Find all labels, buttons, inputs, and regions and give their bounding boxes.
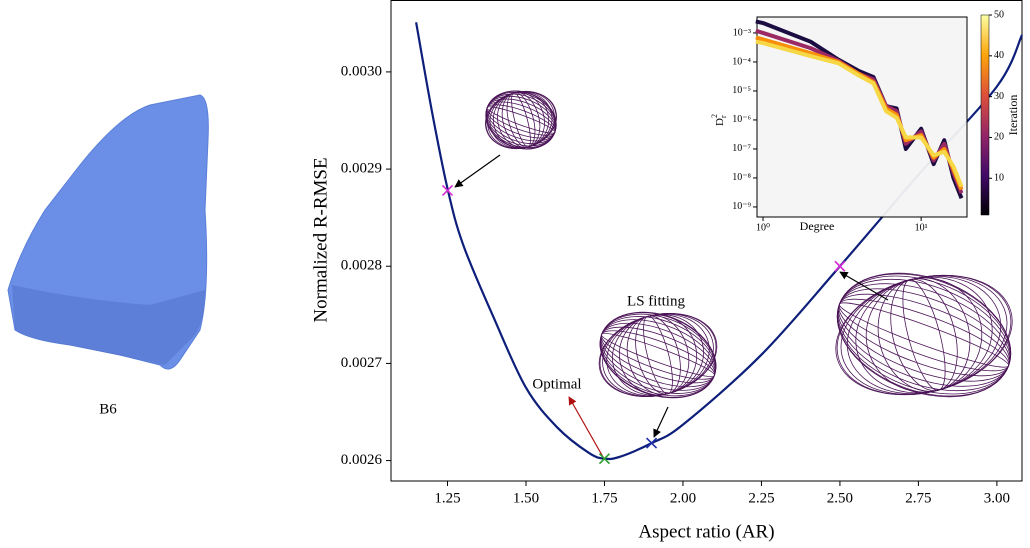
colorbar-tick-label: 40	[994, 50, 1004, 61]
y-tick-label: 10⁻⁴	[732, 56, 751, 67]
marker	[441, 184, 454, 197]
wire	[902, 279, 946, 391]
line	[415, 22, 1024, 461]
wire	[601, 333, 715, 377]
marker	[598, 453, 611, 465]
arrow	[454, 154, 501, 188]
x-tick-label: 1.25	[434, 490, 460, 506]
y-tick-label: 0.0029	[341, 161, 382, 177]
y-tick-label: 0.0026	[341, 452, 383, 468]
colorbar-label: Iteration	[1006, 95, 1020, 136]
inset-line	[755, 39, 964, 188]
x-tick-label: 2.50	[827, 490, 853, 506]
y-label-sup: 2	[710, 114, 719, 118]
x-axis-label: Degree	[800, 219, 835, 233]
wire	[486, 106, 556, 134]
x-tick-label: 10⁰	[756, 222, 770, 233]
inset-line	[755, 28, 964, 194]
ellipsoids	[485, 90, 1013, 399]
y-tick-label: 10⁻⁹	[732, 201, 751, 212]
panel-label: B6	[99, 401, 117, 417]
y-label-sub: r	[719, 115, 728, 118]
y-axis-label: D2r	[710, 114, 728, 126]
colorbar-tick-label: 10	[994, 173, 1004, 184]
y-axis-label: Normalized R-RMSE	[310, 157, 331, 322]
y-tick-label: 10⁻⁷	[732, 143, 751, 154]
x-tick-label: 2.75	[905, 490, 931, 506]
y-tick-label: 0.0030	[341, 63, 382, 79]
annotation: LS fitting	[627, 293, 685, 309]
x-axis-label: Aspect ratio (AR)	[638, 521, 774, 542]
y-tick-label: 0.0028	[341, 258, 382, 274]
y-label-base: D	[714, 118, 726, 126]
x-tick-label: 10¹	[915, 222, 928, 233]
x-tick-label: 1.75	[591, 490, 617, 506]
colorbar-tick-label: 50	[994, 9, 1004, 20]
marker	[645, 437, 658, 449]
y-tick-label: 10⁻⁵	[732, 85, 751, 96]
particle-shade	[12, 285, 205, 365]
arrow	[653, 406, 669, 438]
colorbar-tick-label: 20	[994, 132, 1004, 143]
x-tick-label: 2.00	[670, 490, 696, 506]
y-tick-label: 10⁻⁸	[732, 172, 751, 183]
x-tick-label: 3.00	[984, 490, 1010, 506]
wire	[838, 302, 1010, 368]
y-tick-label: 10⁻³	[733, 27, 751, 38]
x-tick-label: 2.25	[748, 490, 774, 506]
wire	[511, 92, 531, 148]
annotation: Optimal	[532, 376, 581, 392]
arrow	[839, 271, 889, 301]
x-tick-label: 1.50	[513, 490, 539, 506]
marker	[834, 260, 846, 272]
y-tick-label: 0.0027	[341, 355, 383, 371]
wire	[643, 315, 673, 395]
arrow	[568, 396, 604, 458]
colorbar	[980, 14, 990, 216]
colorbar-tick-label: 30	[994, 91, 1004, 102]
y-tick-label: 10⁻⁶	[732, 114, 751, 125]
